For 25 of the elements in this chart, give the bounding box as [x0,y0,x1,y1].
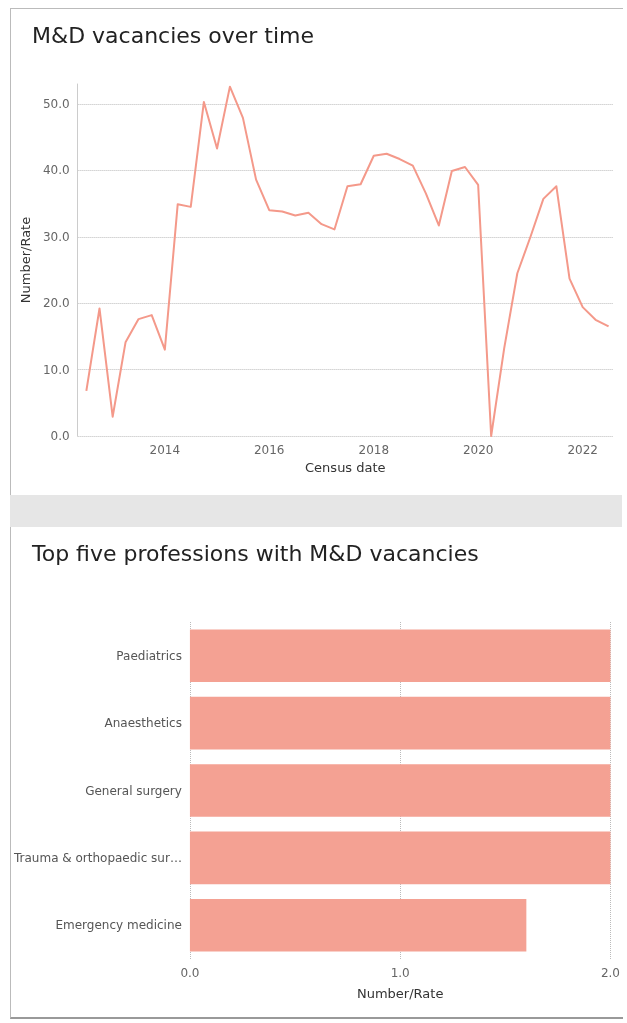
y-tick-label: Trauma & orthopaedic sur… [12,850,182,865]
y-tick-label: General surgery [85,783,182,798]
x-tick-label: 2018 [358,443,390,457]
chart-title: Top five professions with M&D vacancies [31,540,479,566]
y-tick-label: 40.0 [42,163,70,178]
x-tick-label: 2016 [253,443,285,457]
x-tick-label: 2022 [567,443,598,457]
x-tick-label: 2.0 [600,966,620,980]
y-tick-label: 20.0 [42,296,70,311]
y-tick-label: Paediatrics [116,648,182,663]
x-tick-label: 2014 [149,443,181,457]
y-tick-label: 50.0 [42,96,70,111]
x-tick-label: 1.0 [390,966,410,980]
y-tick-label: Emergency medicine [55,918,182,933]
chart-title: M&D vacancies over time [32,22,315,48]
x-axis-title: Census date [305,459,386,475]
y-tick-label: 30.0 [42,229,70,244]
y-tick-label: Anaesthetics [104,716,182,731]
x-tick-label: 0.0 [180,966,200,980]
y-axis-title: Number/Rate [18,216,33,304]
line-series [85,85,610,437]
y-tick-label: 10.0 [42,362,70,377]
x-tick-label: 2020 [462,443,494,457]
x-axis-title: Number/Rate [356,986,444,1001]
y-tick-label: 0.0 [50,429,70,443]
